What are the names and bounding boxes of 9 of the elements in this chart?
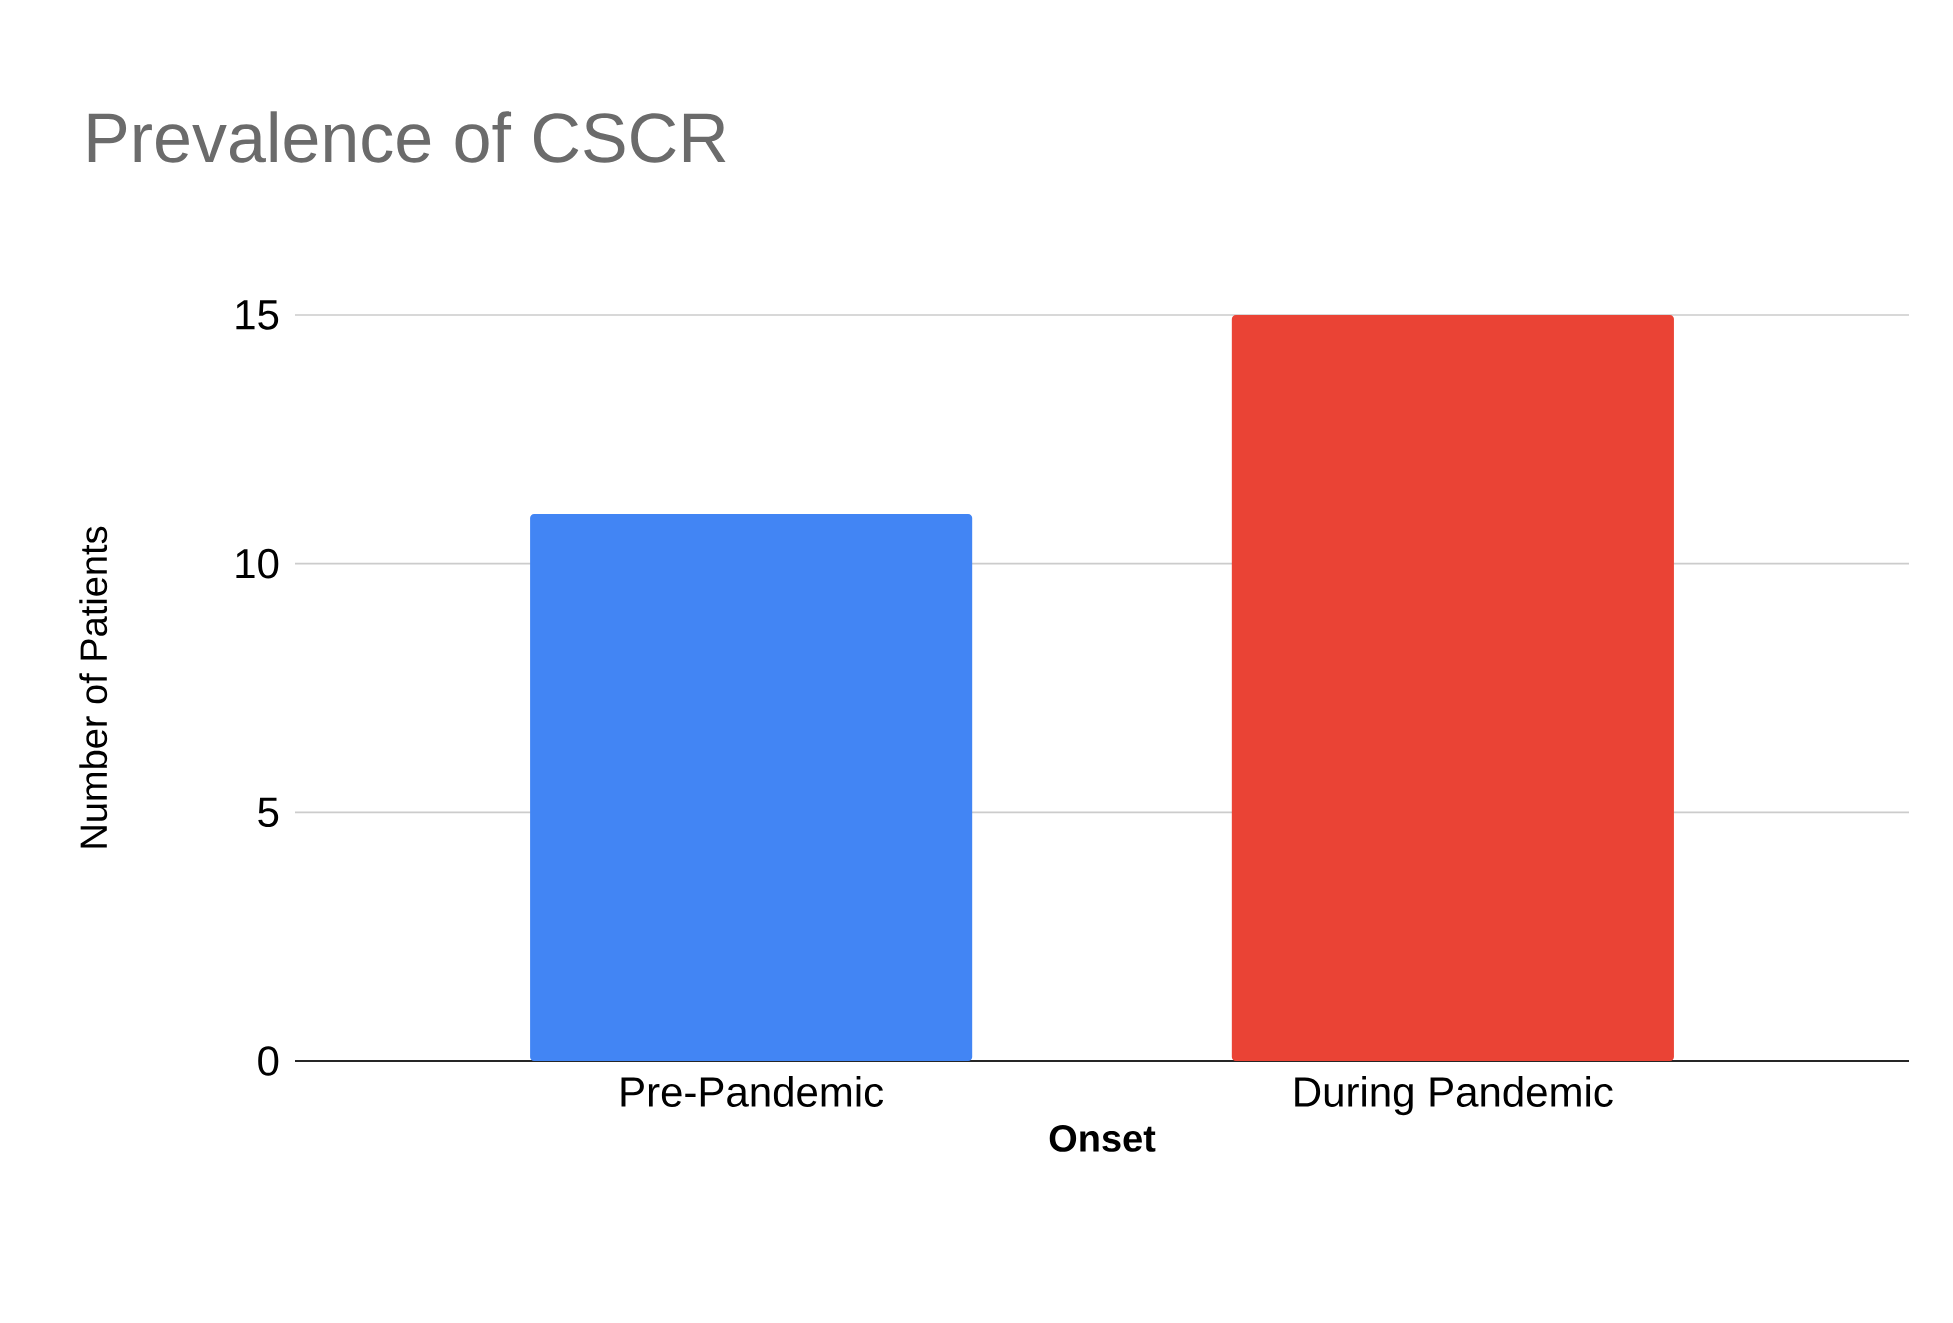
- y-tick-label: 15: [236, 300, 279, 330]
- y-tick-label: 0: [258, 1046, 279, 1076]
- y-axis-title: Number of Patients: [79, 526, 108, 848]
- x-tick-label: During Pandemic: [1295, 1076, 1613, 1116]
- x-tick-label: Pre-Pandemic: [621, 1076, 884, 1107]
- chart-title: Prevalence of CSCR: [88, 111, 726, 163]
- x-axis-title: Onset: [1049, 1124, 1156, 1152]
- y-tick-label: 5: [258, 797, 279, 827]
- y-tick-label: 10: [236, 548, 279, 579]
